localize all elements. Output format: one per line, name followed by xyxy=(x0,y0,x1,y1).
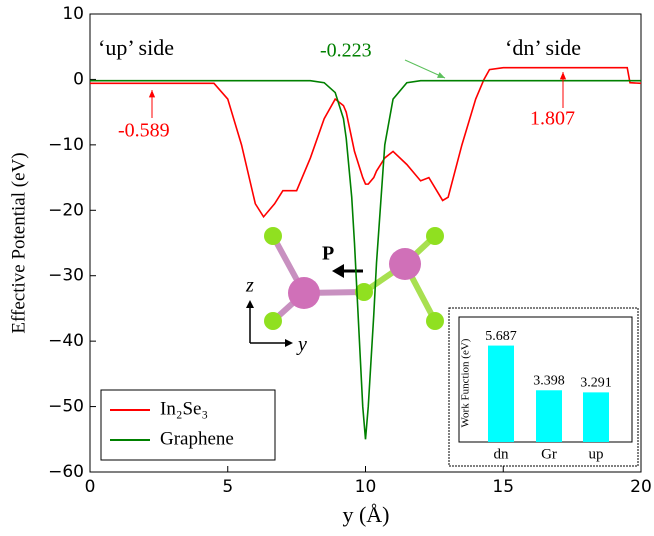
axis-y-label: y xyxy=(296,334,307,356)
x-tick-label: 10 xyxy=(355,477,377,497)
legend xyxy=(100,389,276,461)
bar-value-label: 5.687 xyxy=(485,329,517,344)
bar xyxy=(583,392,609,442)
bar xyxy=(536,390,562,442)
annotation-arrowhead xyxy=(437,72,445,78)
annotation: -0.589 xyxy=(118,120,170,142)
inset-y-label: Work Function (eV) xyxy=(460,338,472,427)
polarization-label: P xyxy=(322,243,334,265)
inset-x-tick-label: up xyxy=(589,446,604,462)
molecule xyxy=(246,227,444,347)
line-series xyxy=(90,66,642,219)
annotation: -0.223 xyxy=(320,40,372,62)
y-axis-label: Effective Potential (eV) xyxy=(8,152,29,333)
annotation: 1.807 xyxy=(530,108,575,130)
y-tick-label: −40 xyxy=(48,331,84,351)
y-tick-label: −20 xyxy=(48,200,84,220)
annotation: ‘dn’ side xyxy=(505,35,581,60)
y-tick-label: 0 xyxy=(73,69,84,89)
axis-z-label: z xyxy=(245,275,254,297)
legend-label: Graphene xyxy=(160,428,234,449)
x-tick-label: 0 xyxy=(85,477,96,497)
legend-label: In₂Se₃ xyxy=(160,398,208,419)
x-tick-label: 20 xyxy=(630,477,652,497)
bar-value-label: 3.291 xyxy=(580,376,612,391)
inset-x-tick-label: Gr xyxy=(541,446,557,462)
x-tick-label: 15 xyxy=(492,477,514,497)
x-tick-label: 5 xyxy=(222,477,233,497)
line-series xyxy=(90,79,641,440)
annotation-arrowhead xyxy=(148,90,156,98)
bar xyxy=(488,345,514,442)
y-tick-label: −30 xyxy=(48,266,84,286)
bar-value-label: 3.398 xyxy=(533,374,565,389)
annotation-arrowhead xyxy=(559,72,567,80)
y-tick-label: −50 xyxy=(48,397,84,417)
y-tick-label: 10 xyxy=(62,4,84,24)
y-tick-label: −60 xyxy=(48,462,84,482)
annotation: ‘up’ side xyxy=(98,35,174,60)
x-axis-label: y (Å) xyxy=(342,502,389,527)
y-tick-label: −10 xyxy=(48,135,84,155)
inset-x-tick-label: dn xyxy=(494,446,510,462)
